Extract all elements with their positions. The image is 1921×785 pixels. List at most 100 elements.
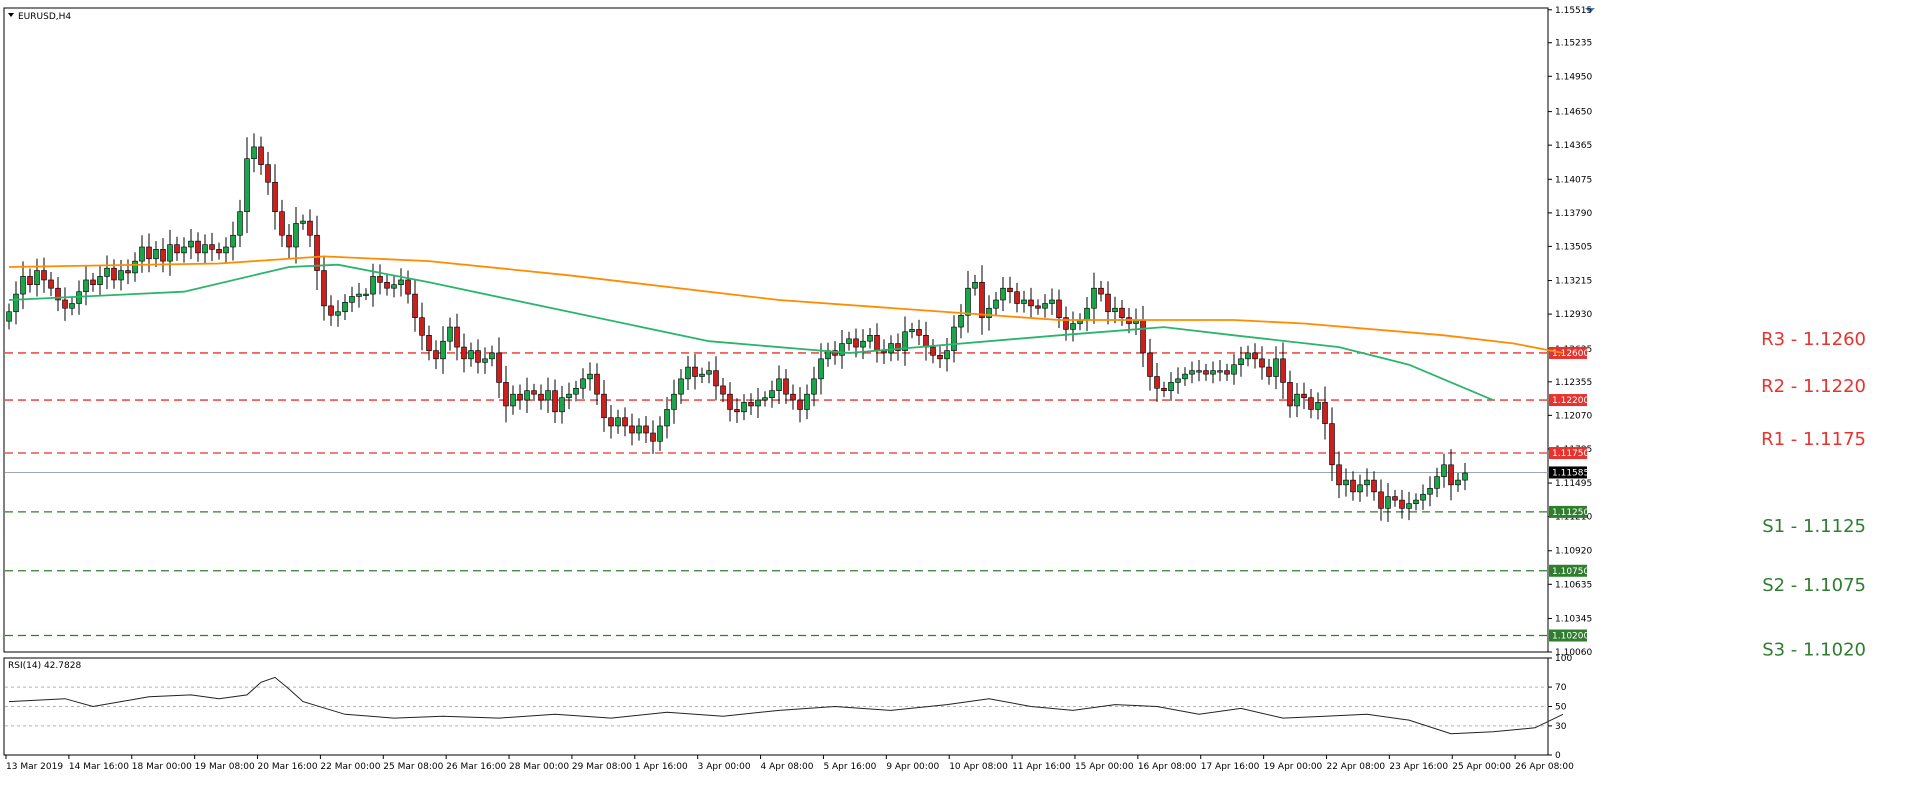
y-tick-label: 1.10060	[1555, 648, 1592, 658]
candle-body	[1287, 382, 1293, 407]
level-price-tag	[1549, 447, 1587, 460]
candle	[426, 325, 432, 361]
candle	[279, 199, 285, 247]
candle-body	[874, 334, 880, 351]
level-price-tag-text: 1.10200	[1552, 632, 1589, 642]
candle-body	[895, 343, 901, 351]
candle-body	[1189, 370, 1195, 375]
candle	[1462, 463, 1468, 491]
candle-body	[664, 409, 670, 427]
candle	[524, 377, 530, 414]
y-tick-label: 1.12930	[1555, 310, 1592, 320]
candle-body	[727, 393, 733, 410]
candle	[706, 361, 712, 384]
candle	[860, 329, 866, 360]
candle	[181, 237, 187, 263]
x-tick-label: 4 Apr 08:00	[761, 762, 814, 772]
candle-body	[853, 338, 859, 348]
candle-body	[1154, 376, 1160, 389]
candle-body	[1238, 358, 1244, 366]
candle	[1091, 272, 1097, 324]
candle-body	[769, 390, 775, 398]
candle	[734, 398, 740, 424]
candle-body	[1021, 299, 1027, 304]
candle-body	[1448, 464, 1454, 486]
candle-body	[615, 417, 621, 427]
candle	[139, 235, 145, 273]
y-tick-label: 1.14075	[1555, 175, 1592, 185]
x-tick-label: 13 Mar 2019	[6, 762, 63, 772]
candle-body	[979, 282, 985, 318]
candle	[573, 380, 579, 402]
x-tick-label: 29 Mar 08:00	[572, 762, 632, 772]
candle-body	[475, 350, 481, 363]
candle-body	[601, 393, 607, 419]
candle	[1238, 346, 1244, 377]
candle-body	[818, 358, 824, 380]
candle	[363, 288, 369, 300]
candle-body	[573, 387, 579, 395]
candle	[1154, 362, 1160, 402]
x-tick-label: 11 Apr 16:00	[1012, 762, 1071, 772]
candle-body	[1266, 366, 1272, 377]
candle-body	[230, 234, 236, 248]
candle	[1448, 449, 1454, 501]
candle	[727, 382, 733, 422]
candle-body	[41, 270, 47, 281]
candle-body	[440, 340, 446, 360]
candle	[944, 337, 950, 372]
candle	[615, 409, 621, 434]
candle	[685, 355, 691, 391]
candle	[342, 294, 348, 320]
candle-body	[1378, 491, 1384, 509]
candle	[377, 264, 383, 295]
candle-body	[1147, 352, 1153, 377]
candle	[1301, 382, 1307, 410]
level-price-tag-text: 1.12200	[1552, 396, 1589, 406]
candle	[1182, 367, 1188, 386]
candle-body	[188, 240, 194, 248]
candle	[1364, 468, 1370, 497]
candle-body	[1049, 299, 1055, 304]
candle-body	[713, 370, 719, 387]
x-tick-label: 28 Mar 00:00	[509, 762, 569, 772]
candle	[1455, 473, 1461, 492]
level-label: R2 - 1.1220	[1761, 376, 1866, 397]
candle	[1322, 386, 1328, 440]
x-tick-label: 3 Apr 00:00	[698, 762, 751, 772]
candle	[846, 331, 852, 351]
y-tick-label: 1.12355	[1555, 378, 1592, 388]
candle	[1343, 468, 1349, 497]
candle-body	[62, 299, 68, 309]
candle-body	[433, 350, 439, 360]
candle	[132, 252, 138, 282]
candle	[776, 365, 782, 405]
candle	[125, 259, 131, 285]
candle-body	[307, 220, 313, 236]
rsi-line	[8, 676, 1564, 735]
candle-body	[146, 246, 152, 260]
candle	[1231, 354, 1237, 385]
candle-body	[412, 293, 418, 318]
candle	[1014, 282, 1020, 313]
candle-body	[461, 346, 467, 360]
candle-body	[510, 393, 516, 407]
candle	[174, 236, 180, 261]
candle-body	[1203, 370, 1209, 375]
candle	[1294, 382, 1300, 418]
level-price-tag-text: 1.11750	[1552, 449, 1589, 459]
candle-body	[1182, 373, 1188, 380]
candle-body	[762, 397, 768, 401]
main-pane-frame	[3, 7, 1549, 653]
candle	[356, 282, 362, 308]
candle	[965, 270, 971, 333]
candle	[664, 397, 670, 439]
y-tick-label: 1.10345	[1555, 614, 1592, 624]
y-tick-label: 1.14950	[1555, 72, 1592, 82]
x-tick-label: 9 Apr 00:00	[886, 762, 939, 772]
candle	[531, 383, 537, 401]
candle	[608, 405, 614, 439]
candle	[601, 380, 607, 432]
